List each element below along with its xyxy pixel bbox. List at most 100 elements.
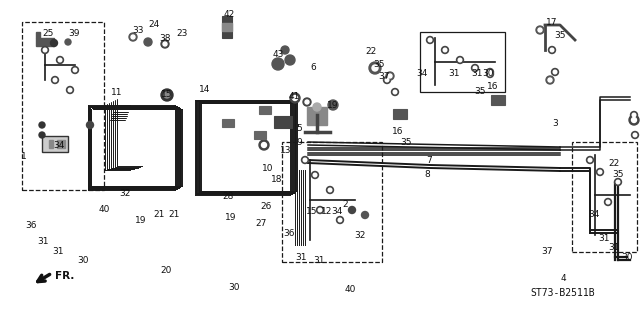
Circle shape (65, 39, 71, 45)
Circle shape (388, 74, 392, 78)
Circle shape (428, 38, 432, 42)
Circle shape (318, 208, 322, 212)
Bar (572, 142, 637, 252)
Text: 35: 35 (373, 60, 385, 68)
Circle shape (67, 86, 74, 93)
Bar (393, 109, 407, 119)
Circle shape (369, 62, 381, 74)
Text: 16: 16 (392, 127, 404, 136)
Text: 40: 40 (345, 285, 356, 294)
Text: 31: 31 (38, 237, 49, 246)
Text: 31: 31 (52, 247, 63, 256)
Text: 3: 3 (553, 119, 558, 128)
Circle shape (161, 40, 169, 48)
Circle shape (161, 89, 173, 101)
Circle shape (486, 70, 493, 77)
Circle shape (328, 188, 332, 192)
Bar (22, 22, 104, 190)
Text: 15: 15 (306, 207, 317, 216)
Text: 18: 18 (271, 175, 282, 184)
Text: 23: 23 (177, 29, 188, 38)
Circle shape (632, 132, 639, 139)
Circle shape (444, 48, 447, 52)
Circle shape (305, 100, 309, 104)
Bar (259, 106, 271, 114)
Circle shape (58, 58, 62, 62)
Circle shape (44, 48, 47, 52)
Circle shape (392, 89, 399, 95)
Circle shape (633, 133, 637, 137)
Text: 31: 31 (471, 69, 483, 78)
Text: 34: 34 (588, 210, 600, 219)
Circle shape (39, 122, 45, 128)
Circle shape (629, 115, 639, 125)
Text: 2: 2 (343, 200, 348, 209)
Circle shape (317, 206, 323, 213)
Text: ST73-B2511B: ST73-B2511B (530, 288, 595, 298)
Circle shape (372, 65, 378, 71)
Text: 8: 8 (425, 170, 430, 179)
Text: 16: 16 (487, 82, 499, 91)
Bar (222, 16, 232, 38)
Circle shape (456, 57, 463, 63)
Text: 37: 37 (541, 247, 553, 256)
Text: 13: 13 (280, 146, 292, 155)
Text: 43: 43 (273, 50, 284, 59)
Bar (49, 140, 53, 148)
Circle shape (72, 67, 79, 74)
Circle shape (53, 78, 57, 82)
Bar (393, 109, 407, 119)
Text: 35: 35 (554, 31, 566, 40)
Text: 19: 19 (225, 213, 236, 222)
Circle shape (303, 98, 311, 106)
Circle shape (536, 26, 544, 34)
Bar (36, 32, 40, 38)
Text: 30: 30 (621, 253, 633, 262)
Text: 21: 21 (168, 210, 180, 219)
Text: 22: 22 (609, 159, 620, 168)
Text: 6: 6 (311, 63, 316, 72)
Text: 32: 32 (354, 231, 365, 240)
Text: 40: 40 (99, 205, 110, 214)
Bar (420, 32, 505, 92)
Text: 34: 34 (417, 69, 428, 78)
Text: 24: 24 (148, 20, 159, 28)
Circle shape (303, 158, 307, 162)
Circle shape (301, 156, 308, 164)
Circle shape (442, 46, 449, 53)
Circle shape (337, 217, 344, 223)
Circle shape (386, 72, 394, 80)
Text: 36: 36 (25, 221, 36, 230)
Circle shape (51, 76, 58, 84)
Text: 30: 30 (482, 69, 493, 78)
Circle shape (632, 113, 636, 117)
Circle shape (292, 95, 298, 100)
Text: 19: 19 (327, 101, 339, 110)
Text: 30: 30 (77, 256, 89, 265)
Text: 5: 5 (297, 124, 302, 132)
Circle shape (605, 198, 611, 205)
Text: 7: 7 (426, 156, 431, 164)
Circle shape (472, 65, 479, 71)
Circle shape (68, 88, 72, 92)
Circle shape (630, 111, 637, 118)
Bar (57, 140, 61, 148)
Circle shape (488, 72, 492, 76)
Circle shape (588, 158, 592, 162)
Text: 42: 42 (223, 10, 235, 19)
Text: 28: 28 (223, 192, 234, 201)
Bar (36, 38, 54, 46)
Text: 9: 9 (297, 138, 302, 147)
Text: 34: 34 (53, 141, 65, 150)
Circle shape (144, 38, 152, 46)
Circle shape (129, 33, 137, 41)
Text: 15: 15 (161, 90, 172, 99)
Text: 35: 35 (474, 87, 486, 96)
Text: 34: 34 (331, 207, 342, 216)
Text: 31: 31 (609, 244, 620, 252)
Circle shape (546, 76, 554, 84)
Bar (282, 142, 382, 262)
Circle shape (473, 66, 477, 70)
Circle shape (281, 46, 289, 54)
Text: 32: 32 (120, 189, 131, 198)
